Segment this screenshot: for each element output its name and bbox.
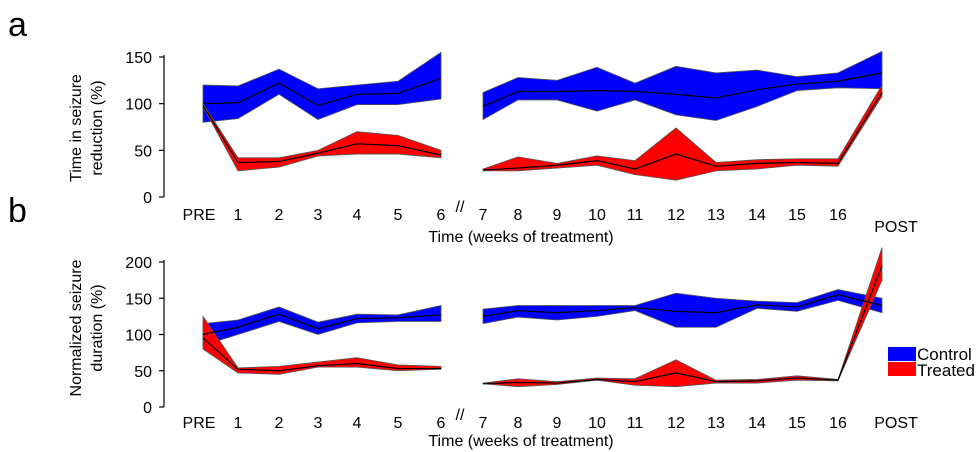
x-tick-label: 10	[588, 415, 606, 432]
legend-swatch-control	[888, 347, 916, 361]
treated-mean-line	[482, 265, 883, 385]
y-tick-label: 0	[143, 190, 152, 207]
x-tick-label: 2	[275, 415, 284, 432]
y-axis-label: Normalized seizure duration (%)	[68, 259, 106, 396]
x-tick-label: 16	[829, 207, 847, 224]
treated-band	[202, 102, 442, 172]
x-tick-label: 10	[588, 207, 606, 224]
x-tick-label: 11	[627, 415, 644, 432]
control-band	[202, 305, 442, 346]
control-band	[202, 51, 442, 123]
y-axis-label-line: Normalized seizure	[68, 259, 85, 396]
x-tick-label: 7	[479, 207, 488, 224]
y-axis-label-line: Time in seizure	[68, 74, 85, 182]
x-tick-label: 12	[667, 415, 685, 432]
x-tick-label: PRE	[183, 415, 216, 432]
x-tick-label: 14	[748, 207, 766, 224]
panel-a-letter: a	[8, 6, 27, 44]
x-tick-label: POST	[874, 415, 918, 432]
x-tick-label: 2	[275, 207, 284, 224]
x-tick-label: 14	[748, 415, 766, 432]
control-band	[482, 289, 883, 328]
treated-band	[482, 247, 883, 388]
axis-break-marker: //	[456, 407, 465, 424]
x-tick-label: 4	[353, 207, 362, 224]
x-tick-label: 9	[553, 415, 562, 432]
x-tick-label: 15	[788, 415, 806, 432]
x-tick-label: 3	[314, 207, 323, 224]
x-tick-label: POST	[874, 219, 918, 236]
control-mean-line	[202, 313, 442, 336]
x-axis-label: Time (weeks of treatment)	[428, 229, 613, 246]
x-tick-label: PRE	[183, 207, 216, 224]
x-tick-label: 16	[829, 415, 847, 432]
x-tick-label: 13	[707, 415, 725, 432]
panel-b-letter: b	[8, 192, 27, 230]
x-tick-label: 9	[553, 207, 562, 224]
x-tick-label: 3	[314, 415, 323, 432]
x-tick-label: 11	[627, 207, 644, 224]
x-tick-label: 6	[437, 207, 446, 224]
x-tick-label: 8	[514, 207, 523, 224]
y-tick-label: 200	[125, 255, 152, 272]
control-mean-line	[482, 294, 883, 317]
chart-panel-a: 0 50 100 150 Time in seizure reduction (%) PRE…	[68, 50, 918, 246]
treated-mean-line	[202, 105, 442, 164]
axis-break-marker: //	[456, 199, 465, 216]
y-tick-label: 50	[134, 143, 152, 160]
y-tick-label: 0	[143, 400, 152, 417]
x-tick-label: 5	[394, 207, 403, 224]
treated-mean-line	[202, 337, 441, 372]
x-tick-label: 12	[667, 207, 685, 224]
x-tick-label: 15	[788, 207, 806, 224]
x-tick-label: 6	[437, 415, 446, 432]
y-tick-label: 50	[134, 364, 152, 381]
chart-panel-b: 0 50 100 150 200 Normalized seizure duration (…	[68, 247, 918, 450]
x-tick-label: 1	[234, 415, 243, 432]
treated-band	[482, 83, 883, 181]
y-axis-label-line: reduction (%)	[89, 80, 106, 175]
control-mean-line	[482, 72, 883, 108]
legend-swatch-treated	[888, 362, 916, 376]
x-tick-label: 8	[514, 415, 523, 432]
x-tick-label: 5	[394, 415, 403, 432]
legend-label-control: Control	[917, 345, 972, 364]
x-tick-label: 13	[707, 207, 725, 224]
y-tick-label: 150	[125, 50, 152, 67]
y-axis-label: Time in seizure reduction (%)	[68, 74, 106, 182]
x-tick-label: 4	[353, 415, 362, 432]
x-tick-label: 1	[234, 207, 243, 224]
legend-label-treated: Treated	[917, 361, 975, 380]
y-tick-label: 100	[125, 97, 152, 114]
y-axis-label-line: duration (%)	[89, 284, 106, 371]
y-tick-label: 150	[125, 291, 152, 308]
control-mean-line	[202, 77, 442, 107]
treated-mean-line	[482, 92, 883, 171]
y-tick-label: 100	[125, 328, 152, 345]
legend: Control Treated	[888, 345, 975, 380]
control-band	[482, 50, 883, 121]
x-axis-label: Time (weeks of treatment)	[428, 433, 613, 450]
x-tick-label: 7	[479, 415, 488, 432]
